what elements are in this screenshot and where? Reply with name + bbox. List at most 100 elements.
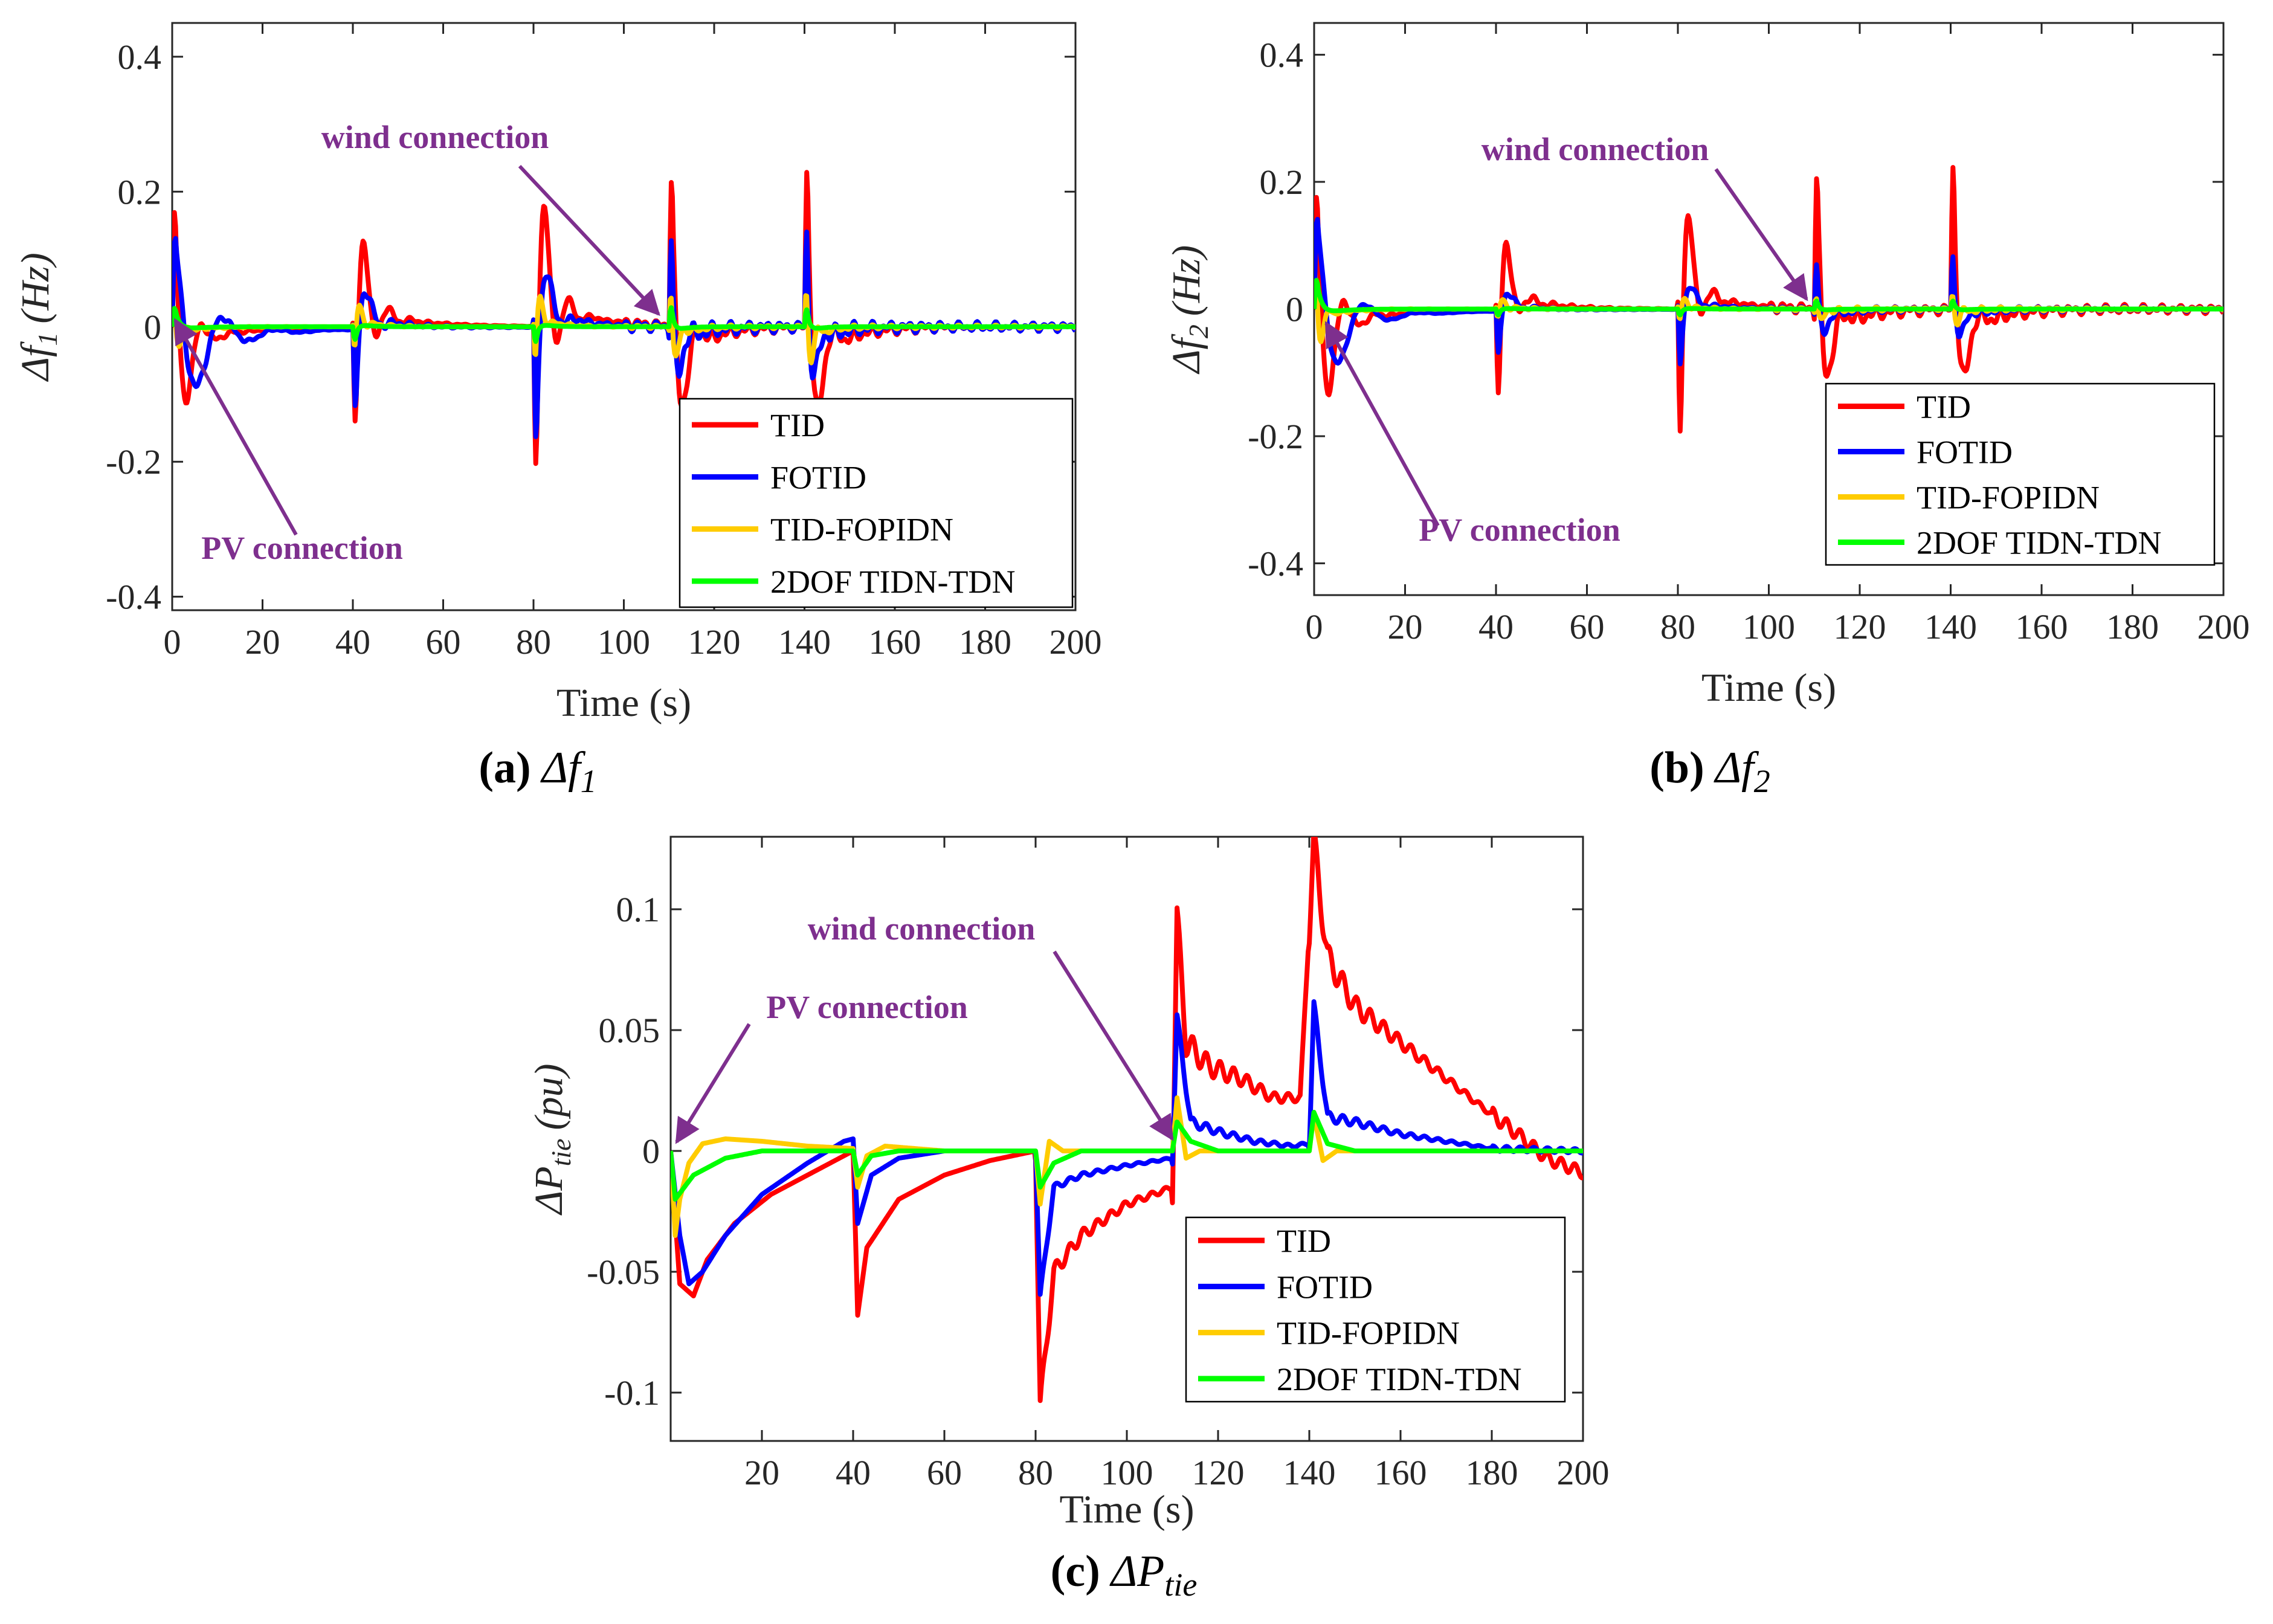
subfigure-caption: (b) Δf2 [1649, 743, 1770, 799]
legend-entry: FOTID [770, 459, 866, 495]
y-axis-label-unit: (pu) [527, 1063, 571, 1130]
x-tick-label: 200 [1557, 1453, 1610, 1492]
y-tick-label: 0.1 [616, 890, 660, 929]
y-axis-label: Δf1 (Hz) [13, 253, 63, 382]
y-axis-label: ΔPtie (pu) [527, 1063, 576, 1216]
legend-entry: TID [1917, 389, 1971, 425]
legend-entry: TID-FOPIDN [1277, 1315, 1460, 1352]
caption-subscript: 1 [581, 763, 597, 799]
x-tick-label: 120 [1834, 607, 1886, 646]
caption-label: (a) [479, 743, 530, 793]
y-tick-label: 0.05 [599, 1011, 660, 1050]
x-tick-label: 200 [2197, 607, 2250, 646]
x-tick-label: 180 [959, 622, 1011, 662]
subfigure-caption: (c) ΔPtie [1051, 1547, 1198, 1603]
chart-delta-f1: 0 20 40 60 80 100 120 140 160 180 200 -0.4 -0.2 0 0.2 0… [13, 22, 1102, 799]
x-tick-label: 0 [1306, 607, 1323, 646]
annotation-label: wind connection [808, 910, 1036, 947]
x-tick-label: 120 [688, 622, 741, 662]
y-axis-label-subscript: 2 [1183, 324, 1214, 338]
annotation-arrow [1714, 168, 1808, 301]
caption-label: (b) [1649, 743, 1704, 793]
caption-symbol: ΔP [1109, 1547, 1165, 1596]
y-axis-label-symbol: Δf [1164, 334, 1208, 375]
x-tick-label: 140 [1283, 1453, 1336, 1492]
y-axis-label-subscript: 1 [32, 332, 63, 346]
legend-box [1825, 382, 2216, 566]
legend-entry: 2DOF TIDN-TDN [1277, 1361, 1521, 1397]
y-tick-label: 0.4 [1260, 36, 1304, 75]
annotation-arrow [675, 1023, 751, 1144]
x-tick-label: 0 [164, 622, 181, 662]
annotation-arrow [1053, 950, 1174, 1141]
series-line-2dof-tidn-tdn [172, 305, 1075, 344]
legend-entry: TID [770, 407, 825, 443]
y-tick-label: -0.1 [604, 1373, 660, 1413]
caption-subscript: 2 [1754, 763, 1770, 799]
y-tick-label: -0.4 [1248, 544, 1303, 583]
subfigure-caption: (a) Δf1 [479, 743, 596, 799]
legend-entry: 2DOF TIDN-TDN [770, 564, 1015, 600]
legend-box [679, 398, 1074, 608]
x-axis-label: Time (s) [1059, 1487, 1194, 1532]
legend-entry: TID [1277, 1223, 1331, 1259]
x-tick-label: 80 [516, 622, 551, 662]
y-axis-label: Δf2 (Hz) [1164, 245, 1214, 375]
y-tick-label: -0.4 [106, 578, 161, 617]
x-tick-label: 80 [1660, 607, 1695, 646]
caption-subscript: tie [1164, 1567, 1197, 1603]
series-line-tid [671, 837, 1583, 1403]
x-tick-label: 20 [245, 622, 280, 662]
annotation-arrow [173, 318, 298, 536]
legend-box [1185, 1216, 1566, 1403]
x-tick-label: 60 [426, 622, 461, 662]
annotation-arrow [1324, 321, 1440, 527]
legend-entry: FOTID [1917, 434, 2013, 471]
x-tick-label: 160 [2016, 607, 2068, 646]
series-line-fotid [671, 999, 1583, 1297]
x-tick-label: 180 [2106, 607, 2159, 646]
chart-delta-ptie: 20 40 60 80 100 120 140 160 180 200 -0.1 -0.05 0 0.05… [527, 836, 1610, 1603]
y-tick-label: 0 [144, 308, 161, 347]
x-tick-label: 180 [1466, 1453, 1518, 1492]
legend-entry: 2DOF TIDN-TDN [1917, 525, 2161, 561]
y-tick-label: -0.05 [587, 1252, 660, 1292]
x-tick-label: 140 [778, 622, 831, 662]
x-tick-label: 80 [1018, 1453, 1053, 1492]
x-tick-label: 140 [1924, 607, 1977, 646]
x-tick-label: 40 [836, 1453, 871, 1492]
y-tick-label: 0.4 [118, 37, 162, 77]
x-axis-label: Time (s) [1701, 666, 1836, 710]
chart-delta-f2: 0 20 40 60 80 100 120 140 160 180 200 -0.4 -0.2 0 0.2 0… [1164, 22, 2250, 799]
x-axis-label: Time (s) [556, 681, 691, 725]
legend-entry: TID-FOPIDN [1917, 480, 2100, 516]
x-tick-label: 100 [1101, 1453, 1153, 1492]
y-tick-label: 0 [1286, 290, 1303, 329]
y-tick-label: -0.2 [1248, 417, 1303, 456]
y-axis-label-unit: (Hz) [13, 253, 57, 323]
x-tick-label: 40 [335, 622, 370, 662]
caption-symbol: Δf [540, 743, 586, 793]
y-tick-label: 0.2 [118, 172, 162, 211]
annotation-label: PV connection [201, 530, 403, 566]
x-tick-label: 60 [927, 1453, 962, 1492]
legend-entry: FOTID [1277, 1269, 1373, 1305]
caption-symbol: Δf [1714, 743, 1759, 793]
y-axis-label-symbol: ΔP [527, 1166, 571, 1216]
y-tick-label: 0.2 [1260, 163, 1304, 202]
series-line-2dof-tidn-tdn [1314, 277, 2223, 318]
annotation-label: PV connection [1419, 512, 1620, 548]
annotation-label: wind connection [321, 119, 549, 155]
x-tick-label: 20 [1388, 607, 1423, 646]
x-tick-label: 100 [598, 622, 650, 662]
annotation-arrow [518, 164, 660, 317]
series-line-2dof-tidn-tdn [671, 1110, 1583, 1202]
y-axis-label-subscript: tie [546, 1138, 576, 1166]
x-tick-label: 160 [1375, 1453, 1427, 1492]
annotation-label: PV connection [766, 989, 968, 1025]
annotation-label: wind connection [1481, 131, 1709, 167]
x-tick-label: 200 [1049, 622, 1102, 662]
x-tick-label: 20 [744, 1453, 779, 1492]
x-tick-label: 160 [869, 622, 921, 662]
